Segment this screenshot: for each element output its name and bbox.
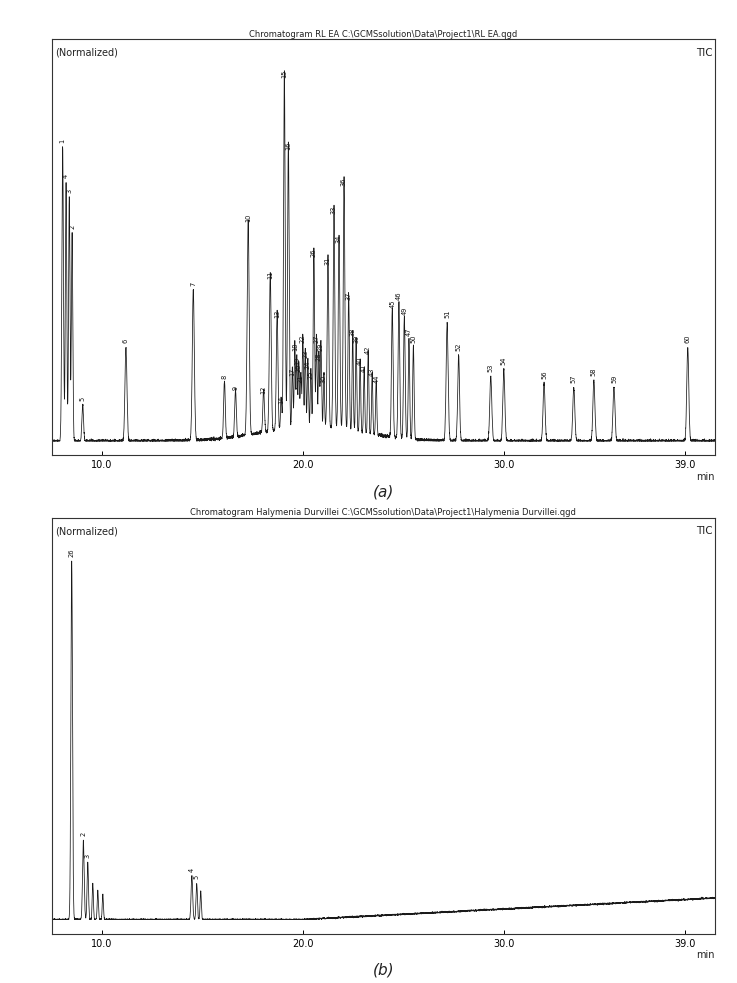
Text: 53: 53 [488,364,494,373]
Text: 11: 11 [268,270,273,279]
Text: 3: 3 [85,853,91,858]
Text: 26: 26 [311,249,317,258]
Text: (Normalized): (Normalized) [55,526,118,536]
Text: 39: 39 [353,335,359,343]
Text: 54: 54 [501,357,507,365]
Text: 13: 13 [274,310,280,318]
Text: (Normalized): (Normalized) [55,47,118,58]
Text: 36: 36 [341,177,347,186]
Text: 4: 4 [63,174,69,179]
Text: 7: 7 [190,282,196,286]
Text: 28: 28 [316,353,322,362]
Text: 5: 5 [194,875,200,880]
Text: 23: 23 [302,349,308,358]
Text: 6: 6 [123,339,129,343]
Text: 1: 1 [60,139,66,143]
Text: 56: 56 [541,371,547,379]
Text: 37: 37 [346,292,352,301]
Text: (b): (b) [372,963,394,978]
Title: Chromatogram RL EA C:\GCMSsolution\Data\Project1\RL EA.qgd: Chromatogram RL EA C:\GCMSsolution\Data\… [249,29,517,38]
Text: 18: 18 [292,342,298,351]
Text: 5: 5 [80,396,85,401]
Title: Chromatogram Halymenia Durvillei C:\GCMSsolution\Data\Project1\Halymenia Durvill: Chromatogram Halymenia Durvillei C:\GCMS… [190,508,576,517]
Text: 38: 38 [349,328,356,336]
Text: 15: 15 [282,70,287,78]
Text: 30: 30 [321,375,327,383]
Text: 20: 20 [296,364,302,373]
Text: 2: 2 [69,224,75,229]
Text: 46: 46 [396,292,402,301]
Text: 14: 14 [278,396,284,404]
Text: 34: 34 [336,235,342,243]
Text: 10: 10 [245,213,251,221]
Text: 21: 21 [298,375,304,383]
Text: 2: 2 [80,832,86,837]
Text: 25: 25 [308,371,314,379]
Text: 57: 57 [570,375,577,383]
Text: 27: 27 [313,335,320,343]
Text: 45: 45 [389,299,395,308]
Text: 8: 8 [221,376,228,379]
Text: 60: 60 [685,335,691,343]
Text: (a): (a) [372,485,394,499]
Text: 47: 47 [406,327,412,336]
Text: 24: 24 [305,360,311,369]
Text: 31: 31 [325,257,331,264]
Text: 51: 51 [444,310,450,318]
Text: 26: 26 [69,549,74,556]
Text: 9: 9 [232,386,239,390]
Text: 42: 42 [365,346,371,354]
Text: 59: 59 [611,375,617,383]
Text: 19: 19 [294,357,300,365]
Text: min: min [696,472,715,482]
Text: 29: 29 [318,342,324,351]
Text: 50: 50 [411,335,416,343]
Text: 43: 43 [369,368,375,376]
Text: min: min [696,951,715,960]
Text: 33: 33 [331,206,337,214]
Text: 17: 17 [290,368,296,376]
Text: 52: 52 [455,342,461,351]
Text: 44: 44 [373,375,380,383]
Text: 22: 22 [300,335,306,343]
Text: 3: 3 [66,189,72,193]
Text: 41: 41 [361,364,367,373]
Text: 40: 40 [357,357,363,365]
Text: TIC: TIC [696,47,713,58]
Text: 16: 16 [285,142,291,149]
Text: 58: 58 [591,368,597,376]
Text: 49: 49 [402,307,408,315]
Text: TIC: TIC [696,526,713,536]
Text: 4: 4 [189,868,195,872]
Text: 12: 12 [261,385,267,393]
